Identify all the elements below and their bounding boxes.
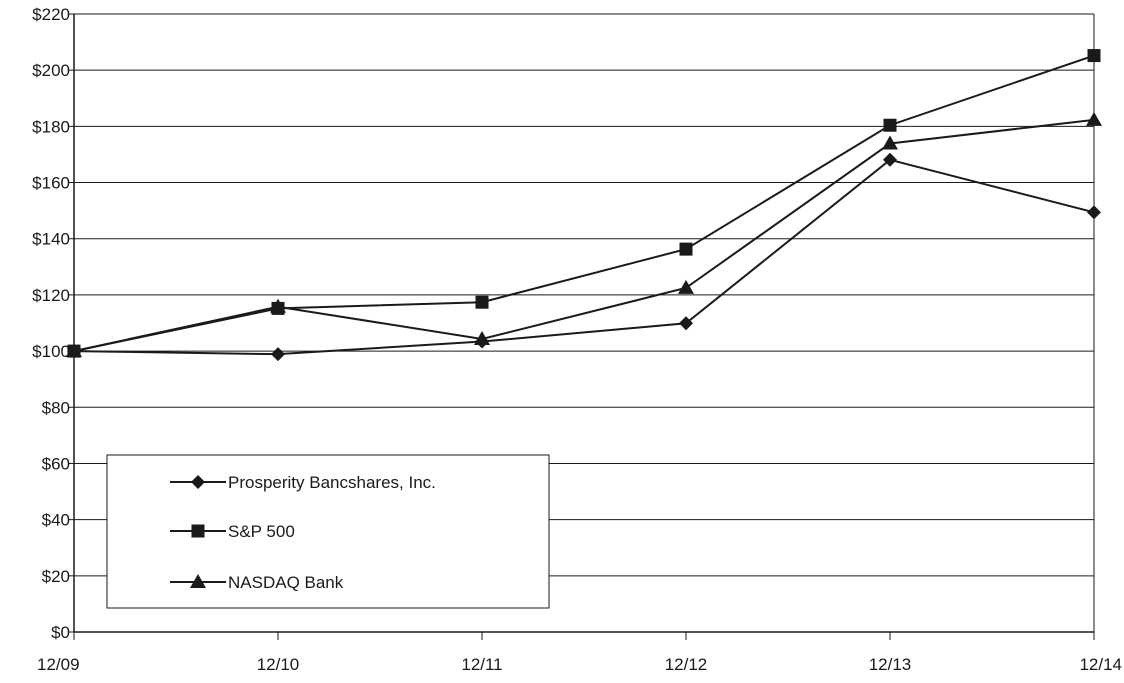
legend-item: S&P 500 — [170, 522, 295, 541]
data-point — [883, 152, 897, 167]
legend-label: NASDAQ Bank — [228, 573, 344, 592]
series — [66, 111, 1102, 358]
x-tick-label: 12/10 — [257, 655, 300, 674]
data-point — [883, 118, 897, 132]
y-tick-label: $120 — [32, 286, 70, 305]
axes: $0 $20 $40 $60 $80 $100 $120 $140 $160 $180 $200 $2… — [32, 5, 1122, 674]
y-tick-label: $80 — [42, 398, 70, 417]
data-point — [882, 135, 898, 150]
data-point — [678, 279, 694, 294]
series-line — [73, 158, 1095, 356]
legend-marker — [190, 574, 206, 588]
data-point — [270, 298, 286, 313]
series-group — [66, 49, 1102, 362]
legend-marker — [191, 524, 205, 538]
data-point — [1086, 111, 1102, 126]
y-tick-label: $0 — [51, 623, 70, 642]
y-tick-label: $100 — [32, 342, 70, 361]
legend-item: Prosperity Bancshares, Inc. — [170, 473, 436, 492]
y-tick-label: $180 — [32, 117, 70, 136]
data-point — [1087, 49, 1101, 63]
y-tick-label: $60 — [42, 454, 70, 473]
data-point — [271, 347, 285, 362]
data-point — [66, 343, 82, 358]
series-line — [73, 118, 1095, 353]
y-tick-label: $40 — [42, 511, 70, 530]
legend-label: Prosperity Bancshares, Inc. — [228, 473, 436, 492]
y-tick-label: $200 — [32, 61, 70, 80]
legend-label: S&P 500 — [228, 522, 295, 541]
series — [67, 152, 1101, 362]
y-tick-label: $160 — [32, 174, 70, 193]
x-tick-label: 12/09 — [37, 655, 80, 674]
series-line — [73, 54, 1095, 353]
legend-item: NASDAQ Bank — [170, 573, 344, 592]
x-tick-label: 12/12 — [665, 655, 708, 674]
y-tick-label: $220 — [32, 5, 70, 24]
data-point — [1087, 205, 1101, 220]
y-tick-label: $140 — [32, 230, 70, 249]
x-tick-label: 12/14 — [1079, 655, 1122, 674]
x-tick-label: 12/13 — [869, 655, 912, 674]
x-tick-label: 12/11 — [461, 655, 502, 674]
data-point — [474, 331, 490, 346]
data-point — [679, 316, 693, 331]
legend-marker — [191, 475, 205, 489]
y-tick-label: $20 — [42, 567, 70, 586]
data-point — [475, 295, 489, 309]
legend: Prosperity Bancshares, Inc. S&P 500 NASDAQ… — [106, 454, 550, 609]
data-point — [679, 242, 693, 256]
series — [67, 49, 1101, 358]
